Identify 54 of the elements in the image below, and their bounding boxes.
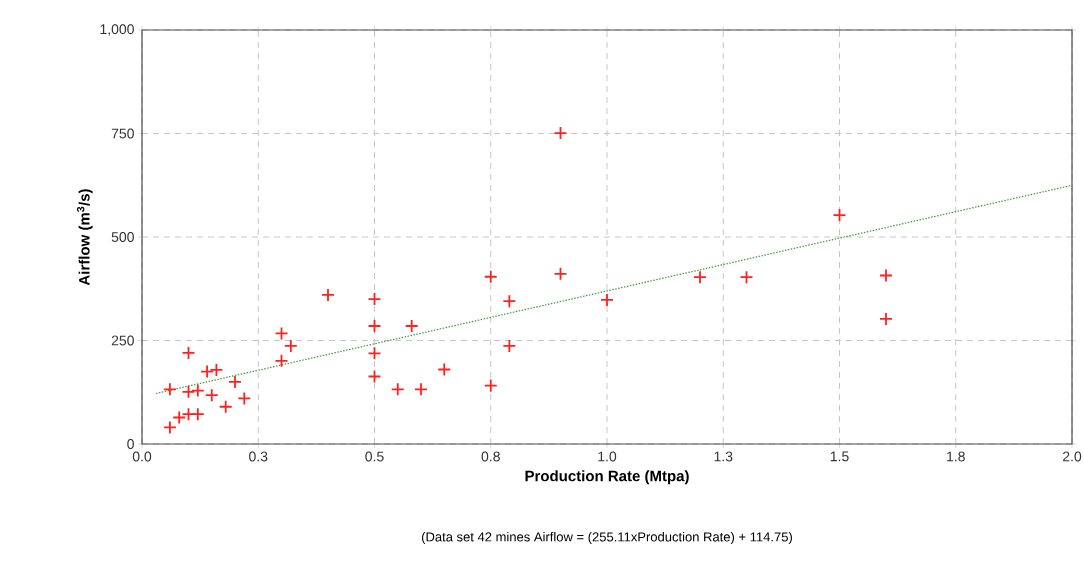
point bbox=[414, 382, 428, 397]
point bbox=[367, 319, 382, 333]
point bbox=[553, 266, 568, 281]
point bbox=[283, 338, 298, 353]
point bbox=[181, 346, 196, 360]
y-tick-label: 0 bbox=[127, 439, 134, 449]
point bbox=[218, 399, 233, 414]
point bbox=[879, 312, 893, 326]
y-axis-title: Airflow (m$^{3}$/s) bbox=[76, 189, 93, 286]
x-tick-label: 0.8 bbox=[481, 451, 500, 462]
point bbox=[404, 319, 419, 333]
x-tick-label: 1.5 bbox=[830, 451, 849, 462]
y-tick-label: 250 bbox=[111, 335, 134, 346]
point bbox=[437, 362, 452, 377]
point bbox=[502, 338, 517, 353]
point bbox=[321, 288, 335, 302]
point bbox=[200, 364, 214, 379]
y-tick-label: 1,000 bbox=[100, 24, 134, 36]
point bbox=[832, 208, 847, 222]
point bbox=[172, 410, 187, 425]
point bbox=[209, 362, 224, 377]
x-tick-label: 0.5 bbox=[365, 451, 384, 462]
point bbox=[237, 391, 252, 406]
point bbox=[693, 270, 707, 285]
point bbox=[274, 326, 289, 341]
y-tick-label: 500 bbox=[111, 232, 134, 242]
x-tick-label: 0.3 bbox=[249, 451, 268, 462]
point bbox=[190, 383, 205, 398]
point bbox=[204, 388, 219, 403]
point bbox=[228, 375, 242, 389]
point bbox=[879, 268, 893, 283]
y-tick-label: 750 bbox=[111, 128, 134, 139]
x-tick-label: 2.0 bbox=[1062, 451, 1082, 462]
point bbox=[367, 346, 382, 361]
point bbox=[600, 293, 614, 307]
x-axis-title: Production Rate (Mtpa) bbox=[525, 470, 689, 485]
point bbox=[483, 378, 498, 393]
x-tick-label: 1.0 bbox=[598, 451, 617, 462]
text: (Data set 42 mines Airflow = (255.11xProduction Rate) + 114.75) bbox=[421, 531, 792, 545]
x-tick-label: 0.0 bbox=[132, 451, 152, 462]
point bbox=[274, 353, 289, 368]
point bbox=[390, 382, 405, 397]
point bbox=[553, 126, 568, 140]
x-tick-label: 1.3 bbox=[714, 451, 733, 462]
point bbox=[483, 269, 498, 284]
point bbox=[502, 294, 517, 309]
point bbox=[367, 292, 382, 306]
point bbox=[181, 384, 196, 399]
point bbox=[367, 369, 382, 384]
point bbox=[163, 420, 177, 435]
point bbox=[739, 270, 754, 285]
x-tick-label: 1.8 bbox=[947, 451, 965, 462]
point bbox=[190, 407, 205, 422]
point bbox=[163, 382, 177, 397]
